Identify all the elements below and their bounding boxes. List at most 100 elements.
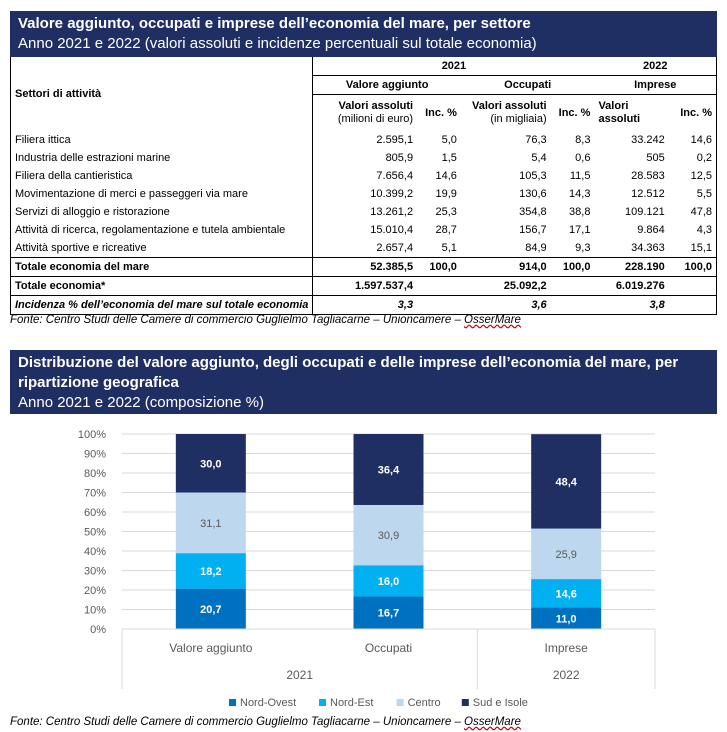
bar-segment [531, 579, 602, 608]
bar-segment [353, 434, 424, 505]
y-tick-label: 80% [84, 468, 106, 480]
cell-va-inc: 25,3 [435, 205, 457, 218]
cell-va-inc: 5,0 [441, 133, 457, 146]
y-tick-label: 100% [78, 429, 106, 441]
group-label: 2022 [553, 668, 580, 682]
cell-occ: 5,4 [531, 151, 547, 164]
cell-va: 2.657,4 [376, 241, 414, 254]
data-label: 18,2 [200, 566, 221, 578]
legend-swatch [319, 699, 326, 706]
total-economy-row: Totale economia* 1.597.537,4 25.092,2 6.… [9, 276, 717, 296]
table-subtitle: Anno 2021 e 2022 (valori assoluti e inci… [18, 35, 537, 52]
total-economy-imp: 6.019.276 [594, 276, 669, 296]
cell-va-inc: 14,6 [435, 169, 457, 182]
total-economy-label: Totale economia* [9, 276, 314, 296]
data-label: 11,0 [556, 613, 577, 625]
legend-swatch [229, 699, 236, 706]
cell-imp-inc: 12,5 [668, 166, 717, 185]
bar-segment [353, 565, 424, 597]
cell-occ: 354,8 [519, 205, 547, 218]
cell-va: 7.656,4 [376, 169, 414, 182]
cell-va-inc: 28,7 [435, 223, 457, 236]
incidence-row: Incidenza % dell’economia del mare sul t… [9, 295, 717, 315]
cell-occ-inc: 9,3 [575, 241, 591, 254]
cell-imp-inc: 15,1 [668, 238, 717, 257]
cell-imp: 28.583 [631, 169, 665, 182]
bar-segment [175, 553, 246, 589]
sector-label: Filiera ittica [9, 130, 314, 149]
table-header-years: Settori di attività 2021 2022 [9, 57, 718, 131]
col-va-inc: Inc. % [425, 106, 457, 119]
y-tick-label: 20% [84, 585, 106, 597]
cell-imp: 12.512 [631, 187, 665, 200]
y-tick-label: 10% [84, 605, 106, 617]
y-tick-label: 40% [84, 546, 106, 558]
table-rows: Filiera ittica 2.595,1 5,0 76,3 8,3 33.242 14,… [9, 130, 717, 257]
bar-segment [175, 434, 246, 493]
cell-occ: 76,3 [525, 133, 547, 146]
cell-va-inc: 19,9 [435, 187, 457, 200]
cell-imp-inc: 14,6 [668, 130, 717, 149]
data-label: 16,0 [378, 576, 399, 588]
chart-source: Fonte: Centro Studi delle Camere di comm… [10, 716, 521, 728]
total-sea-row: Totale economia del mare 52.385,5 100,0 … [9, 256, 717, 277]
cell-va: 805,9 [385, 151, 414, 164]
cell-va: 2.595,1 [376, 133, 414, 146]
total-sea-va-inc: 100,0 [417, 256, 461, 277]
chart-title-line2: ripartizione geografica [18, 374, 179, 391]
cell-occ: 84,9 [525, 241, 547, 254]
cell-imp-inc: 47,8 [668, 202, 717, 221]
stacked-bar-chart: 0% 10% 20% 30% 40% 50% 60% 70% 80% 90% 100% 20,7 18,… [78, 429, 656, 709]
data-label: 14,6 [555, 588, 576, 600]
total-sea-occ: 914,0 [460, 256, 551, 277]
cell-occ: 105,3 [519, 169, 547, 182]
year-2022: 2022 [594, 57, 718, 76]
data-label: 16,7 [378, 608, 399, 620]
col-occ-abs: Valori assoluti (in migliaia) [472, 99, 547, 125]
legend-swatch [461, 699, 469, 706]
total-sea-va: 52.385,5 [312, 256, 418, 277]
y-tick-label: 50% [84, 527, 106, 539]
cell-va-inc: 1,5 [441, 151, 457, 164]
legend-label: Centro [408, 697, 441, 709]
table-row: Filiera ittica 2.595,1 5,0 76,3 8,3 33.242 14,… [9, 130, 717, 149]
table-row: Servizi di alloggio e ristorazione 13.261… [9, 202, 717, 221]
group-va: Valore aggiunto [312, 75, 461, 95]
cell-imp-inc: 4,3 [668, 220, 717, 239]
data-label: 30,0 [200, 458, 221, 470]
table-row: Attività sportive e ricreative 2.657,4 5,1… [9, 238, 717, 257]
incidence-label: Incidenza % dell’economia del mare sul t… [9, 295, 314, 315]
table-header-columns: Valori assoluti (milioni di euro) Inc. % … [11, 94, 717, 131]
incidence-occ: 3,6 [460, 295, 551, 315]
sector-label: Filiera della cantieristica [9, 166, 314, 185]
cell-imp-inc: 5,5 [668, 184, 717, 203]
group-imp: Imprese [594, 75, 718, 95]
cell-occ-inc: 38,8 [569, 205, 591, 218]
cell-va: 15.010,4 [370, 223, 414, 236]
legend-label: Nord-Est [330, 697, 373, 709]
sector-label: Servizi di alloggio e ristorazione [9, 202, 314, 221]
total-economy-occ: 25.092,2 [460, 276, 551, 296]
col-va-abs: Valori assoluti (milioni di euro) [337, 99, 414, 125]
y-tick-label: 90% [84, 449, 106, 461]
bar-segment [353, 504, 424, 566]
data-label: 20,7 [200, 604, 221, 616]
cell-imp: 34.363 [631, 241, 665, 254]
col-occ-inc: Inc. % [558, 106, 591, 119]
y-tick-label: 30% [84, 566, 106, 578]
table-title-banner: Valore aggiunto, occupati e imprese dell… [10, 11, 717, 57]
table-row: Attività di ricerca, regolamentazione e … [9, 220, 717, 239]
cell-imp: 505 [646, 151, 665, 164]
cell-imp-inc: 0,2 [668, 148, 717, 167]
total-economy-va: 1.597.537,4 [312, 276, 418, 296]
bar-segment [531, 528, 602, 580]
chart-title-banner: Distribuzione del valore aggiunto, degli… [10, 350, 717, 414]
group-label: 2021 [286, 668, 313, 682]
legend-label: Nord-Ovest [240, 697, 296, 709]
x-tick-label: Imprese [544, 641, 588, 655]
cell-occ-inc: 17,1 [569, 223, 591, 236]
table-row: Movimentazione di merci e passeggeri via… [9, 184, 717, 203]
cell-occ: 130,6 [519, 187, 547, 200]
cell-imp: 9.864 [637, 223, 665, 236]
sector-label: Industria delle estrazioni marine [9, 148, 314, 167]
